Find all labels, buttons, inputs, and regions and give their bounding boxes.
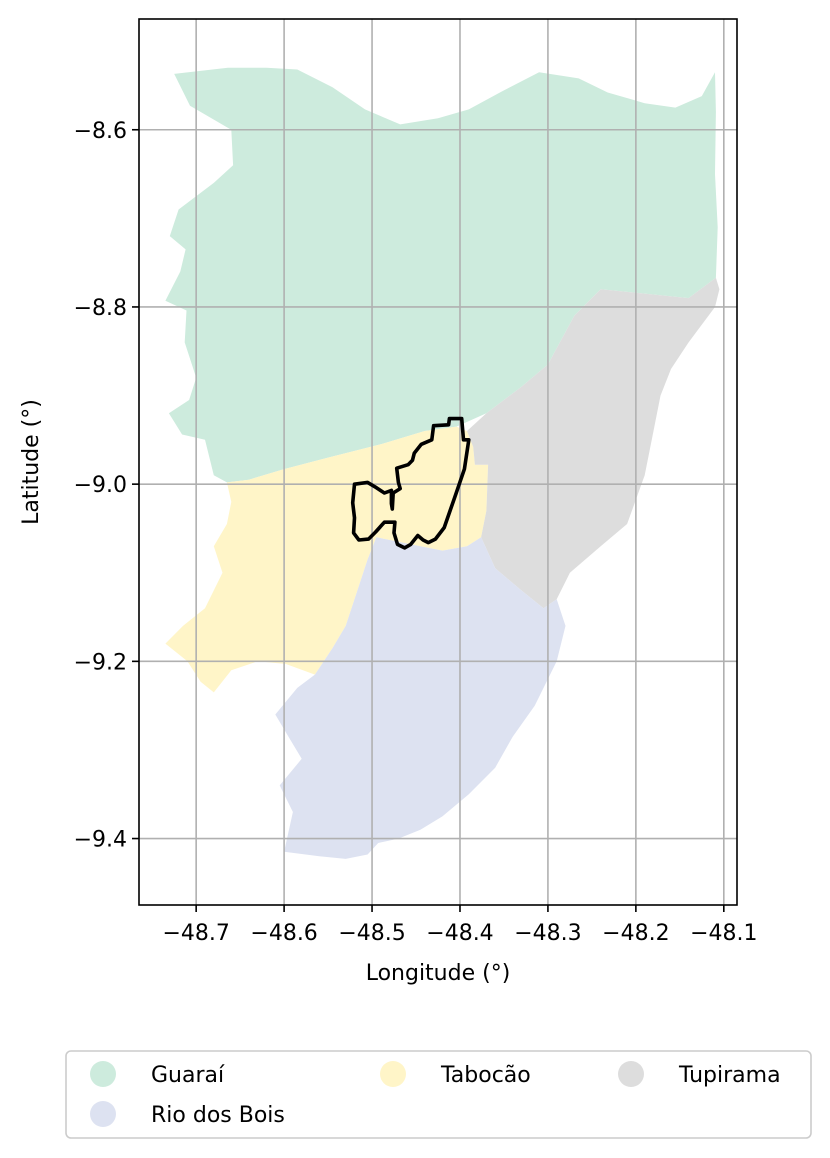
legend-marker-tupirama — [618, 1061, 644, 1087]
legend-label-guarai: Guaraí — [151, 1063, 225, 1088]
x-tick-label-0: −48.7 — [162, 921, 229, 946]
x-tick-label-6: −48.1 — [690, 921, 757, 946]
y-tick-label-2: −9.0 — [74, 473, 127, 498]
y-tick-label-1: −8.8 — [74, 296, 127, 321]
x-tick-label-2: −48.5 — [338, 921, 405, 946]
boundary-outline — [350, 416, 471, 550]
x-tick-label-3: −48.4 — [426, 921, 493, 946]
x-tick-label-5: −48.2 — [602, 921, 669, 946]
legend: Guaraí Tabocão Tupirama Rio dos Bois — [65, 1050, 812, 1139]
region-guarai — [165, 67, 718, 483]
region-rio-dos-bois — [275, 537, 566, 859]
region-tabocao — [165, 426, 489, 693]
legend-label-tupirama: Tupirama — [678, 1063, 781, 1088]
y-tick-label-0: −8.6 — [74, 119, 127, 144]
legend-label-rio-dos-bois: Rio dos Bois — [151, 1103, 285, 1128]
region-tupirama — [467, 277, 720, 609]
x-tick-label-1: −48.6 — [250, 921, 317, 946]
legend-label-tabocao: Tabocão — [440, 1063, 531, 1088]
y-tick-label-3: −9.2 — [74, 650, 127, 675]
plot-area — [138, 18, 738, 906]
legend-marker-rio-dos-bois — [90, 1101, 116, 1127]
legend-marker-tabocao — [380, 1061, 406, 1087]
plot-frame — [138, 18, 738, 906]
plot-content — [139, 19, 737, 905]
y-axis-title: Latitude (°) — [19, 399, 44, 525]
legend-marker-guarai — [90, 1061, 116, 1087]
axes-ticks: −48.7 −48.6 −48.5 −48.4 −48.3 −48.2 −48.1 −8.6 −… — [74, 119, 758, 946]
x-tick-label-4: −48.3 — [514, 921, 581, 946]
x-axis-title: Longitude (°) — [366, 961, 511, 986]
y-tick-label-4: −9.4 — [74, 828, 127, 853]
